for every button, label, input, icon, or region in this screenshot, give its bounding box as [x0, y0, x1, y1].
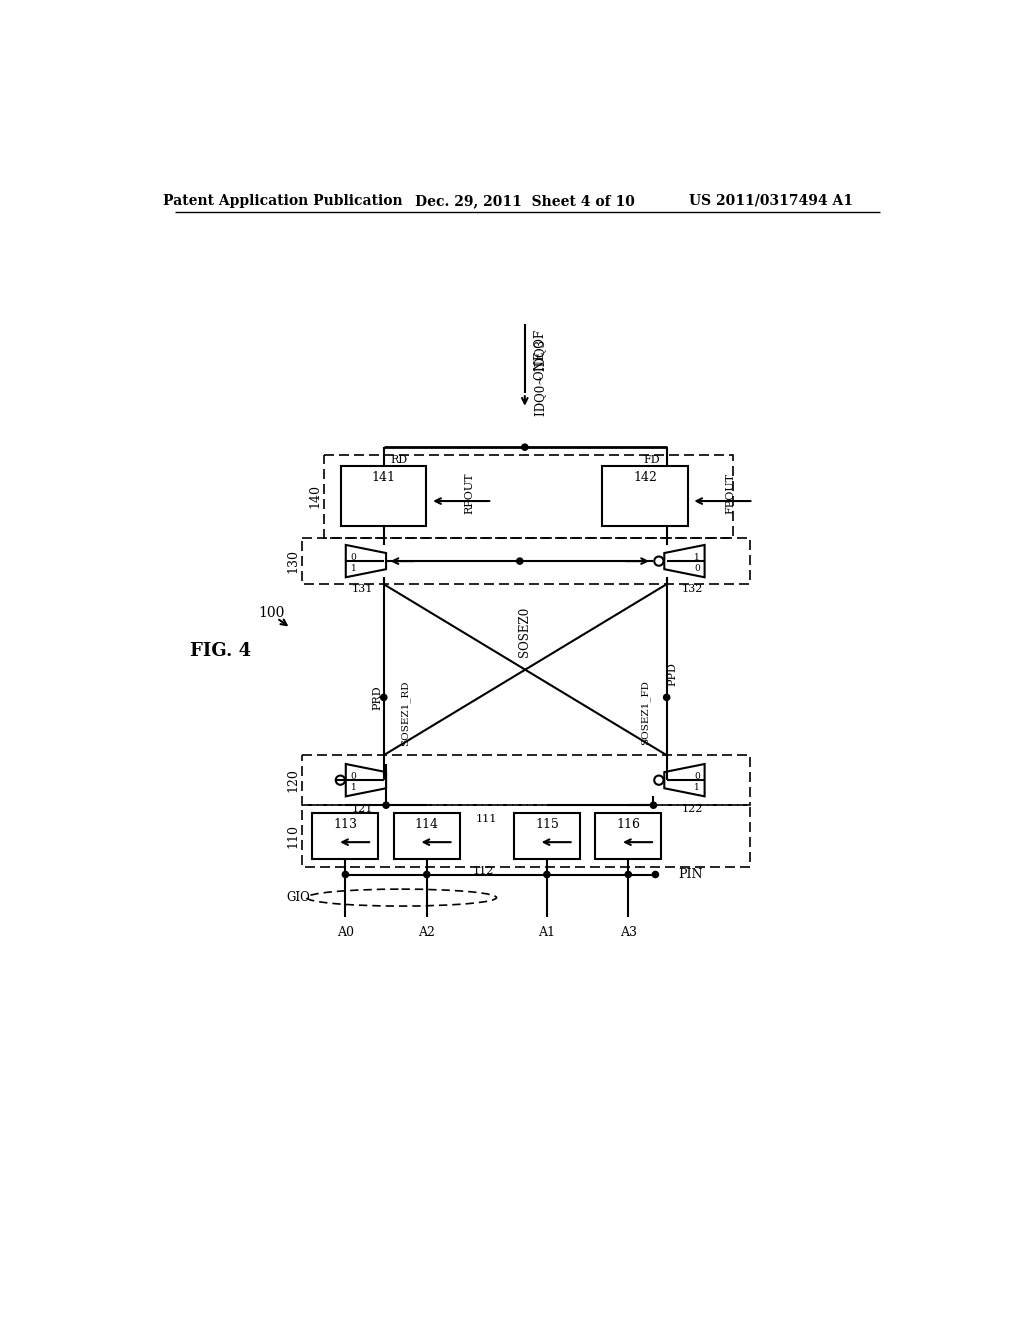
Bar: [602, 466, 687, 527]
Text: 113: 113: [334, 818, 357, 832]
Text: GIO: GIO: [287, 891, 310, 904]
Text: SOSEZ1_FD: SOSEZ1_FD: [640, 680, 650, 746]
Text: 142: 142: [633, 471, 656, 484]
Text: Patent Application Publication: Patent Application Publication: [163, 194, 402, 207]
Circle shape: [342, 871, 348, 878]
Text: 141: 141: [372, 471, 395, 484]
Text: PRD: PRD: [373, 686, 383, 710]
Text: US 2011/0317494 A1: US 2011/0317494 A1: [689, 194, 853, 207]
Text: 115: 115: [535, 818, 559, 832]
Text: Dec. 29, 2011  Sheet 4 of 10: Dec. 29, 2011 Sheet 4 of 10: [415, 194, 635, 207]
Text: 0: 0: [694, 565, 699, 573]
Text: SOSEZ0: SOSEZ0: [518, 607, 531, 657]
Text: 122: 122: [682, 804, 702, 814]
Text: A2: A2: [419, 925, 435, 939]
Bar: [394, 813, 460, 859]
Text: 116: 116: [616, 818, 640, 832]
Text: FIG. 4: FIG. 4: [190, 643, 252, 660]
Text: PPD: PPD: [668, 661, 678, 686]
Text: IDQ0~ IDQ3: IDQ0~ IDQ3: [534, 339, 547, 416]
Circle shape: [381, 694, 387, 701]
Bar: [324, 455, 732, 539]
Text: 140: 140: [308, 484, 322, 508]
Text: 111: 111: [476, 814, 498, 824]
Text: A1: A1: [539, 925, 555, 939]
Text: RD: RD: [390, 455, 408, 465]
Circle shape: [383, 803, 389, 808]
Circle shape: [517, 558, 523, 564]
Text: 112: 112: [472, 866, 494, 875]
Text: 0: 0: [350, 553, 356, 562]
Circle shape: [521, 444, 528, 450]
Bar: [302, 539, 750, 585]
Text: 1: 1: [694, 783, 699, 792]
Text: 121: 121: [351, 804, 373, 814]
Text: PIN: PIN: [679, 869, 703, 880]
Text: A3: A3: [620, 925, 637, 939]
Bar: [341, 466, 426, 527]
Bar: [312, 813, 378, 859]
Circle shape: [664, 694, 670, 701]
Text: 1: 1: [694, 553, 699, 562]
Text: 110: 110: [287, 824, 300, 847]
Circle shape: [626, 871, 632, 878]
Text: 131: 131: [351, 583, 373, 594]
Text: SOSEZ1_RD: SOSEZ1_RD: [400, 680, 411, 746]
Bar: [302, 805, 750, 867]
Text: RPOUT: RPOUT: [464, 473, 474, 513]
Circle shape: [650, 803, 656, 808]
Text: 1: 1: [350, 565, 356, 573]
Text: 120: 120: [287, 768, 300, 792]
Text: 132: 132: [682, 583, 702, 594]
Text: 114: 114: [415, 818, 438, 832]
Text: FD: FD: [644, 455, 660, 465]
Text: 100: 100: [258, 606, 285, 619]
Text: A0: A0: [337, 925, 354, 939]
Text: 130: 130: [287, 549, 300, 573]
Circle shape: [652, 871, 658, 878]
Text: 0: 0: [694, 772, 699, 781]
Bar: [595, 813, 662, 859]
Text: ONE OF: ONE OF: [534, 330, 547, 380]
Circle shape: [424, 871, 430, 878]
Text: FPOUT: FPOUT: [725, 473, 735, 513]
Bar: [514, 813, 580, 859]
Circle shape: [544, 871, 550, 878]
Text: 0: 0: [350, 772, 356, 781]
Text: 1: 1: [350, 783, 356, 792]
Bar: [302, 755, 750, 805]
